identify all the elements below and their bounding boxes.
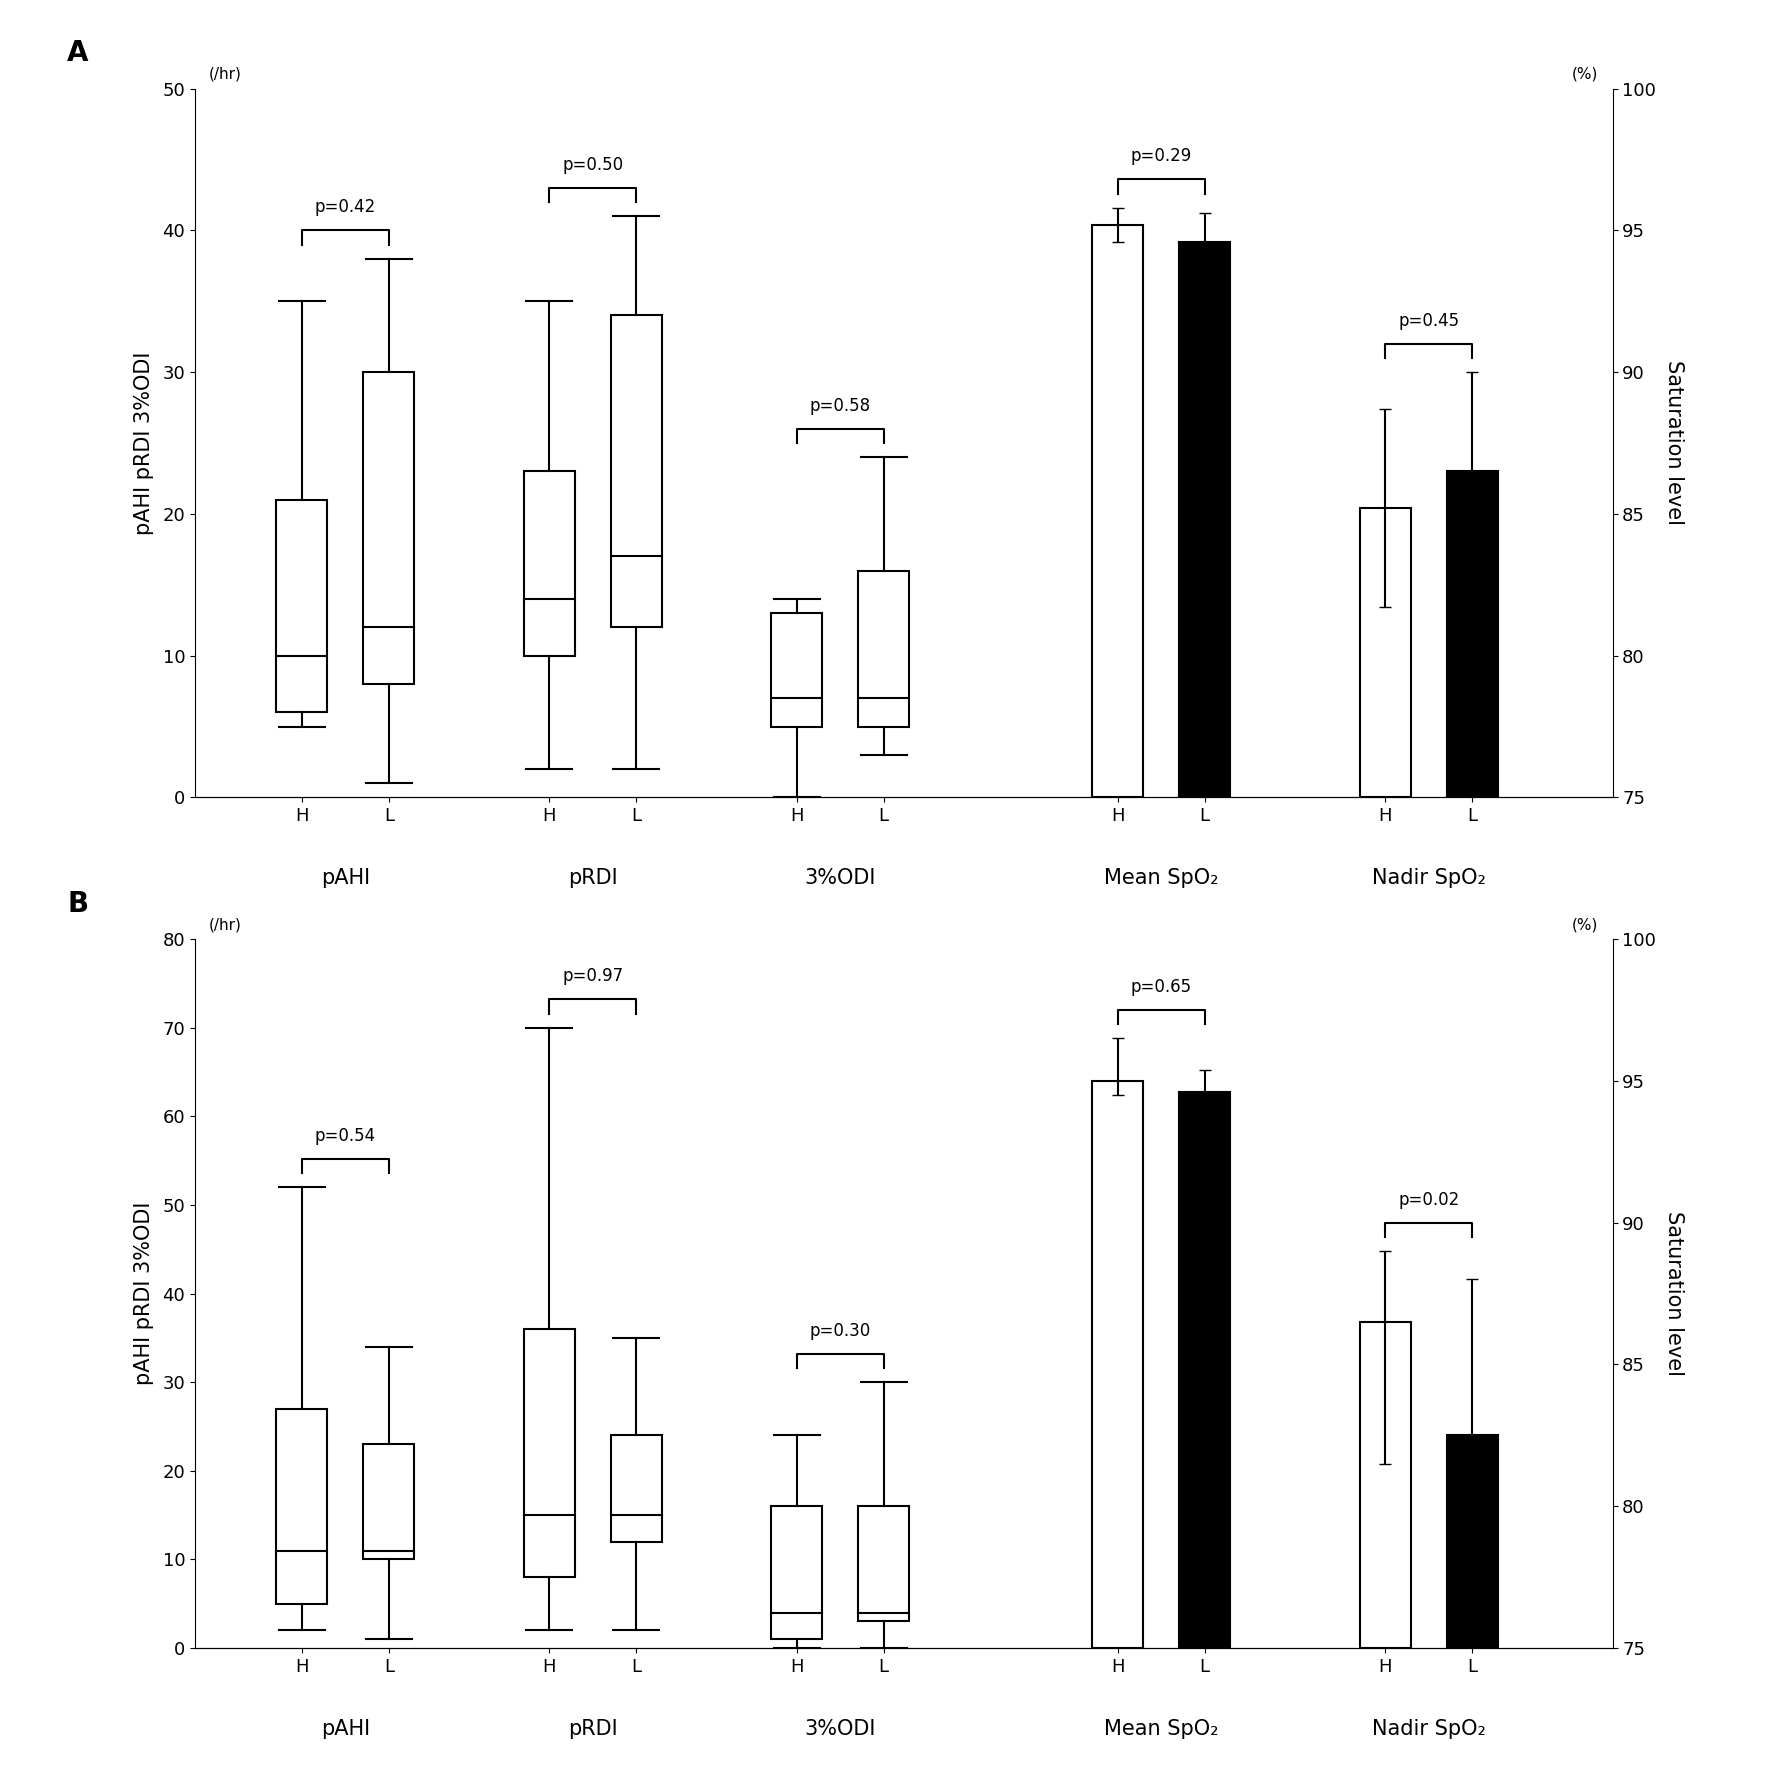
Bar — [363, 372, 415, 684]
Text: p=0.50: p=0.50 — [562, 156, 624, 174]
Bar — [1446, 1435, 1497, 1648]
Bar — [1092, 225, 1143, 797]
Text: p=0.45: p=0.45 — [1398, 312, 1458, 330]
Bar — [1178, 241, 1230, 797]
Text: p=0.30: p=0.30 — [810, 1322, 870, 1340]
Text: Nadir SpO₂: Nadir SpO₂ — [1372, 1719, 1485, 1738]
Text: p=0.54: p=0.54 — [315, 1127, 376, 1145]
Text: Mean SpO₂: Mean SpO₂ — [1104, 1719, 1219, 1738]
Text: pAHI: pAHI — [321, 868, 370, 888]
Text: pRDI: pRDI — [569, 1719, 618, 1738]
Text: A: A — [67, 39, 89, 67]
Bar — [1446, 471, 1497, 797]
Text: 3%ODI: 3%ODI — [804, 868, 875, 888]
Text: (/hr): (/hr) — [209, 67, 243, 82]
Text: B: B — [67, 890, 89, 918]
Text: 3%ODI: 3%ODI — [804, 1719, 875, 1738]
Y-axis label: pAHI pRDI 3%ODI: pAHI pRDI 3%ODI — [135, 1201, 154, 1386]
Bar — [1178, 1092, 1230, 1648]
Bar — [525, 1329, 574, 1577]
Bar — [858, 571, 909, 727]
Text: p=0.97: p=0.97 — [562, 968, 624, 985]
Bar — [858, 1506, 909, 1621]
Text: p=0.42: p=0.42 — [315, 198, 376, 216]
Bar — [771, 1506, 822, 1639]
Bar — [1359, 1322, 1411, 1648]
Bar — [525, 471, 574, 656]
Bar — [771, 613, 822, 727]
Bar — [611, 1435, 661, 1542]
Bar — [363, 1444, 415, 1559]
Bar — [611, 315, 661, 627]
Bar — [1092, 1081, 1143, 1648]
Text: p=0.58: p=0.58 — [810, 397, 870, 415]
Text: (/hr): (/hr) — [209, 918, 243, 932]
Text: pRDI: pRDI — [569, 868, 618, 888]
Text: p=0.02: p=0.02 — [1398, 1191, 1460, 1209]
Text: Mean SpO₂: Mean SpO₂ — [1104, 868, 1219, 888]
Text: p=0.65: p=0.65 — [1131, 978, 1193, 996]
Text: p=0.29: p=0.29 — [1131, 147, 1193, 165]
Y-axis label: Saturation level: Saturation level — [1664, 360, 1683, 526]
Bar — [276, 500, 328, 712]
Bar — [276, 1409, 328, 1604]
Text: (%): (%) — [1572, 918, 1598, 932]
Text: Nadir SpO₂: Nadir SpO₂ — [1372, 868, 1485, 888]
Y-axis label: pAHI pRDI 3%ODI: pAHI pRDI 3%ODI — [135, 351, 154, 535]
Text: (%): (%) — [1572, 67, 1598, 82]
Y-axis label: Saturation level: Saturation level — [1664, 1210, 1683, 1377]
Bar — [1359, 509, 1411, 797]
Text: pAHI: pAHI — [321, 1719, 370, 1738]
